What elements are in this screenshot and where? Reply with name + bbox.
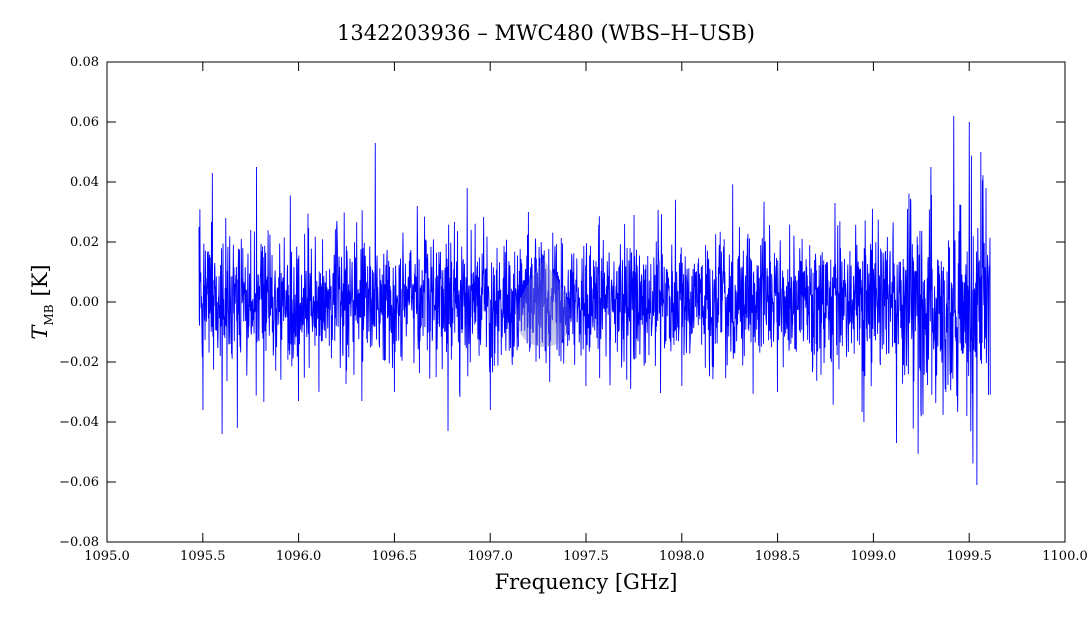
y-axis-symbol: T bbox=[28, 324, 52, 340]
y-axis: −0.08 −0.06 −0.04 −0.02 0.00 0.02 0.04 0.06 0.08 bbox=[59, 55, 1065, 550]
y-tick-label: 0.00 bbox=[70, 295, 99, 310]
x-tick-label: 1096.5 bbox=[372, 549, 418, 564]
y-axis-subscript: MB bbox=[42, 304, 56, 325]
x-tick-label: 1097.0 bbox=[467, 549, 513, 564]
spectrum-line bbox=[198, 115, 991, 486]
y-axis-unit: [K] bbox=[28, 264, 52, 296]
x-tick-label: 1095.0 bbox=[84, 549, 130, 564]
y-tick-label: −0.08 bbox=[59, 535, 99, 550]
series-layer bbox=[198, 115, 991, 486]
y-tick-label: 0.04 bbox=[70, 175, 99, 190]
y-tick-label: 0.02 bbox=[70, 235, 99, 250]
x-tick-label: 1095.5 bbox=[180, 549, 226, 564]
marker-droplet bbox=[516, 258, 571, 347]
chart-title: 1342203936 – MWC480 (WBS–H–USB) bbox=[337, 21, 755, 45]
x-tick-label: 1098.5 bbox=[755, 549, 801, 564]
y-tick-label: −0.02 bbox=[59, 355, 99, 370]
highlight-marker bbox=[516, 258, 571, 347]
x-axis: 1095.0 1095.5 1096.0 1096.5 1097.0 1097.5 1098… bbox=[84, 62, 1088, 564]
x-tick-label: 1100.0 bbox=[1042, 549, 1088, 564]
x-tick-label: 1099.0 bbox=[851, 549, 897, 564]
x-tick-label: 1098.0 bbox=[659, 549, 705, 564]
y-tick-label: 0.08 bbox=[70, 55, 99, 70]
x-tick-label: 1099.5 bbox=[946, 549, 992, 564]
y-tick-label: −0.04 bbox=[59, 415, 99, 430]
x-axis-label: Frequency [GHz] bbox=[495, 570, 678, 594]
y-tick-label: 0.06 bbox=[70, 115, 99, 130]
x-tick-label: 1096.0 bbox=[276, 549, 322, 564]
x-tick-label: 1097.5 bbox=[563, 549, 609, 564]
y-axis-label: TMB [K] bbox=[28, 264, 56, 339]
y-tick-label: −0.06 bbox=[59, 475, 99, 490]
